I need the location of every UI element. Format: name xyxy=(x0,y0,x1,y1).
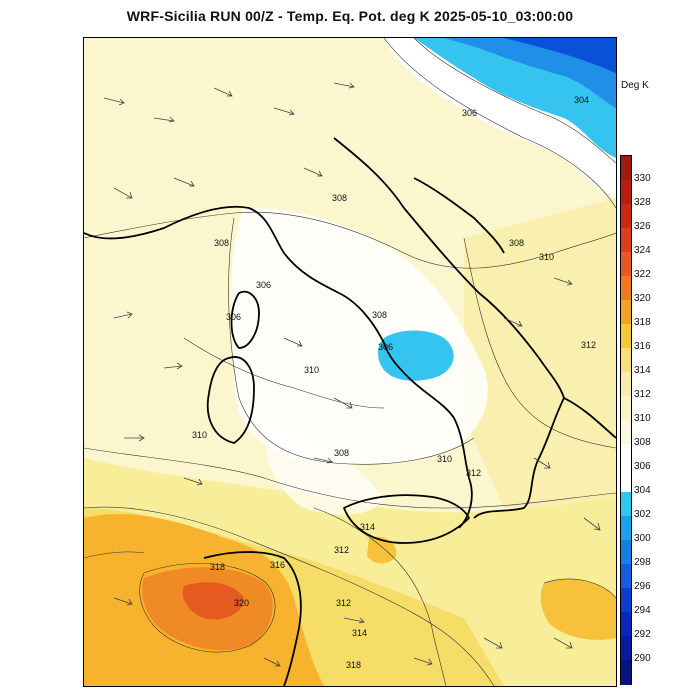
contour-label: 308 xyxy=(214,238,229,248)
colorbar-tick-label: 304 xyxy=(634,485,651,496)
contour-label: 310 xyxy=(192,430,207,440)
colorbar-segment xyxy=(621,468,631,493)
contour-label: 312 xyxy=(466,468,481,478)
colorbar-tick-label: 312 xyxy=(634,389,651,400)
contour-label: 310 xyxy=(304,365,319,375)
contour-label: 306 xyxy=(226,312,241,322)
colorbar-segment xyxy=(621,228,631,253)
east-warm-region xyxy=(464,198,616,508)
map-panel: 306 308 306 308 306 308 310 308 310 310 … xyxy=(83,37,617,687)
adriatic-coast xyxy=(333,137,565,399)
colorbar-unit-label: Deg K xyxy=(621,80,649,91)
colorbar-tick-label: 322 xyxy=(634,269,651,280)
colorbar-segment xyxy=(621,348,631,373)
colorbar-tick-label: 314 xyxy=(634,365,651,376)
colorbar-tick-label: 298 xyxy=(634,557,651,568)
colorbar-segment xyxy=(621,444,631,469)
contour-label: 306 xyxy=(378,342,393,352)
central-white-region xyxy=(231,208,488,465)
contour-label: 310 xyxy=(437,454,452,464)
equivalent-potential-temperature-map: 306 308 306 308 306 308 310 308 310 310 … xyxy=(84,38,616,686)
colorbar-segment xyxy=(621,324,631,349)
colorbar-tick-label: 316 xyxy=(634,341,651,352)
colorbar-segment xyxy=(621,540,631,565)
colorbar-segment xyxy=(621,420,631,445)
albanian-coast xyxy=(563,397,616,439)
contour-label: 318 xyxy=(210,562,225,572)
colorbar-tick-label: 294 xyxy=(634,605,651,616)
colorbar-tick-label: 310 xyxy=(634,413,651,424)
contour-label: 320 xyxy=(234,598,249,608)
ionian-coast xyxy=(473,397,565,519)
colorbar-segment xyxy=(621,300,631,325)
contour-label: 318 xyxy=(346,660,361,670)
contour-lines xyxy=(84,38,616,686)
contour-label-group: 306 308 306 308 306 308 310 308 310 310 … xyxy=(192,95,596,670)
tyrrhenian-coast xyxy=(338,292,473,529)
colorbar-tick-label: 320 xyxy=(634,293,651,304)
colorbar-segment xyxy=(621,492,631,517)
northeast-darkest-blue xyxy=(504,38,616,73)
sicily-outline xyxy=(343,494,470,544)
colorbar xyxy=(620,155,632,685)
colorbar-segment xyxy=(621,156,631,181)
contour-label: 306 xyxy=(462,108,477,118)
colorbar-segment xyxy=(621,276,631,301)
colorbar-segment xyxy=(621,372,631,397)
contour-label: 312 xyxy=(336,598,351,608)
colorbar-tick-label: 292 xyxy=(634,629,651,640)
sardinia-outline xyxy=(206,356,255,444)
contour-label: 312 xyxy=(334,545,349,555)
colorbar-segment xyxy=(621,252,631,277)
contour-label: 312 xyxy=(581,340,596,350)
colorbar-tick-label: 330 xyxy=(634,173,651,184)
colorbar-segment xyxy=(621,660,631,685)
colorbar-tick-label: 326 xyxy=(634,221,651,232)
colorbar-tick-label: 290 xyxy=(634,653,651,664)
colorbar-segment xyxy=(621,396,631,421)
contour-label: 304 xyxy=(574,95,589,105)
colorbar-tick-label: 328 xyxy=(634,197,651,208)
contour-label: 310 xyxy=(539,252,554,262)
colorbar-tick-label: 324 xyxy=(634,245,651,256)
colorbar-segment xyxy=(621,636,631,661)
wind-vectors xyxy=(103,82,601,667)
contour-label: 316 xyxy=(270,560,285,570)
contour-label: 308 xyxy=(372,310,387,320)
colorbar-tick-label: 300 xyxy=(634,533,651,544)
ligurian-coast xyxy=(84,205,340,294)
corsica-outline xyxy=(230,290,260,349)
contour-label: 314 xyxy=(360,522,375,532)
colorbar-tick-label: 318 xyxy=(634,317,651,328)
dalmatian-coast xyxy=(413,177,505,254)
colorbar-segment xyxy=(621,564,631,589)
colorbar-tick-label: 302 xyxy=(634,509,651,520)
colorbar-tick-label: 308 xyxy=(634,437,651,448)
east-orange-blob xyxy=(540,578,616,640)
contour-label: 306 xyxy=(256,280,271,290)
colorbar-segment xyxy=(621,588,631,613)
tunisian-coast xyxy=(203,551,302,686)
colorbar-tick-label: 296 xyxy=(634,581,651,592)
coastlines xyxy=(84,137,616,686)
colorbar-segment xyxy=(621,612,631,637)
tyrrhenian-white-region xyxy=(263,418,384,515)
map-title: WRF-Sicilia RUN 00/Z - Temp. Eq. Pot. de… xyxy=(126,8,574,24)
contour-label: 308 xyxy=(509,238,524,248)
colorbar-segment xyxy=(621,180,631,205)
contour-label: 308 xyxy=(334,448,349,458)
contour-label: 308 xyxy=(332,193,347,203)
central-blue-blob xyxy=(378,330,454,381)
contour-label: 314 xyxy=(352,628,367,638)
colorbar-segment xyxy=(621,204,631,229)
red-orange-core xyxy=(182,582,244,620)
sicily-orange-blob xyxy=(367,536,397,564)
colorbar-segment xyxy=(621,516,631,541)
colorbar-tick-label: 306 xyxy=(634,461,651,472)
